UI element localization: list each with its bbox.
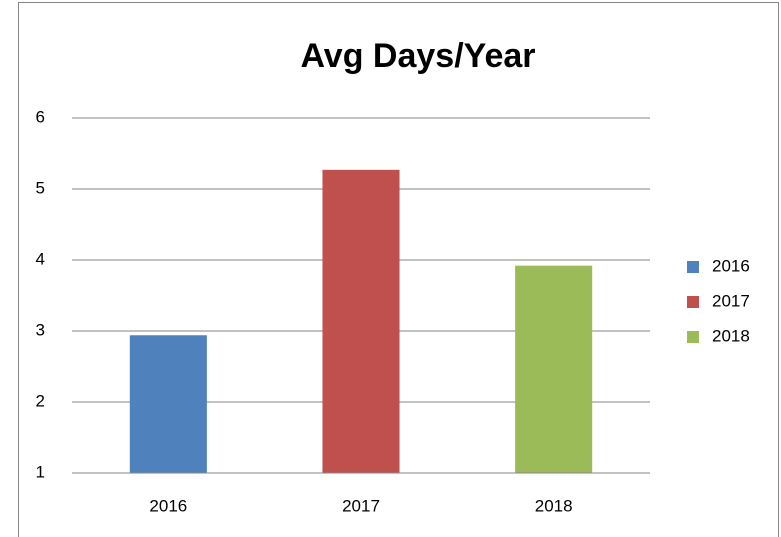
legend-label: 2017 [712,291,750,310]
y-tick-label: 1 [36,462,45,481]
y-tick-label: 2 [36,391,45,410]
legend-swatch [687,331,699,343]
y-tick-label: 6 [36,107,45,126]
y-tick-label: 5 [36,178,45,197]
x-tick-label: 2018 [535,496,573,515]
bar [322,169,400,473]
legend-swatch [687,296,699,308]
legend-swatch [687,261,699,273]
chart-title: Avg Days/Year [301,37,536,75]
y-tick-label: 4 [36,249,45,268]
legend-label: 2016 [712,256,750,275]
bar [129,335,207,473]
bar [515,265,593,473]
x-tick-label: 2017 [342,496,380,515]
x-tick-label: 2016 [149,496,187,515]
legend-label: 2018 [712,326,750,345]
y-tick-label: 3 [36,320,45,339]
